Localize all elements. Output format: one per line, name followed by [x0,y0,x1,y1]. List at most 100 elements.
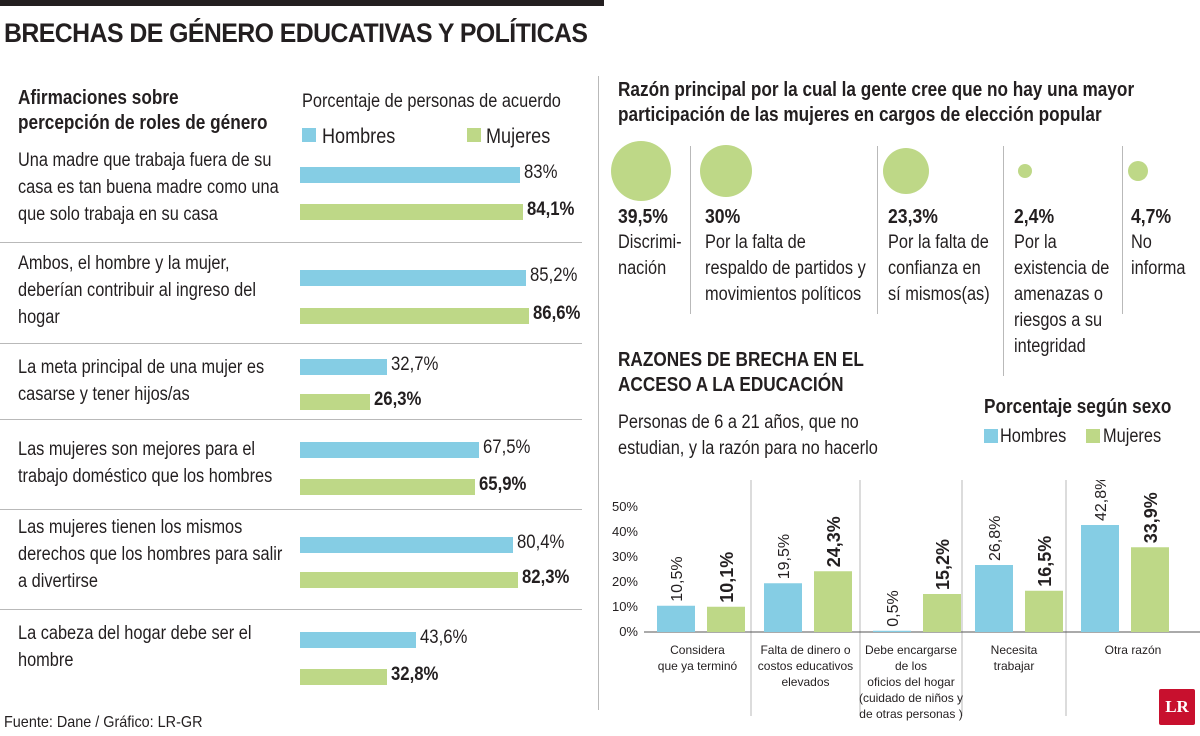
reason-text: Discrimi-nación [618,230,682,282]
edu-heading-line2: ACCESO A LA EDUCACIÓN [618,374,844,396]
y-tick-label: 10% [612,599,638,614]
value-hombres: 10,5% [669,556,686,601]
value-hombres: 0,5% [885,590,902,626]
value-hombres: 32,7% [390,354,439,375]
category-label: oficios del hogar [867,675,954,689]
edu-legend-hombres-swatch [984,429,998,443]
reason-text-line: nación [618,258,667,279]
category-label: Falta de dinero o [760,643,850,657]
legend-hombres-label: Hombres [322,125,396,148]
edu-sub-line1: Personas de 6 a 21 años, que no [618,412,859,433]
value-mujeres: 26,3% [373,389,422,410]
category-label: Necesita [991,643,1038,657]
reason-text-line: amenazas o [1014,284,1104,305]
category-label: Otra razón [1105,643,1162,657]
statement-6: La cabeza del hogar debe ser el hombre [18,620,302,674]
top-rule [0,0,604,6]
value-hombres: 67,5% [482,437,531,458]
category-label: costos educativos [758,659,853,673]
bar-hombres [300,270,526,286]
row-divider [0,242,582,243]
reason-text-line: informa [1131,258,1186,279]
row-divider [0,609,582,610]
statement-line: hombre [18,650,74,671]
y-tick-label: 50% [612,499,638,514]
value-hombres: 19,5% [776,534,793,579]
reason-bubble [1127,160,1149,182]
row-divider [0,509,582,510]
bar-hombres [300,442,479,458]
category-label: de los [895,659,927,673]
y-tick-label: 20% [612,574,638,589]
value-mujeres: 84,1% [526,199,575,220]
page-title: BRECHAS DE GÉNERO EDUCATIVAS Y POLÍTICAS [4,18,588,48]
bar-hombres [657,605,695,632]
legend-mujeres-label: Mujeres [486,125,551,148]
bar-hombres [764,583,802,632]
right-heading-line1: Razón principal por la cual la gente cre… [618,79,1135,101]
legend-mujeres-swatch [467,128,481,142]
row-divider [0,419,582,420]
statement-line: hogar [18,307,60,328]
value-hombres: 83% [523,162,558,183]
y-tick-label: 0% [619,624,638,639]
edu-legend-hombres-label: Hombres [1000,426,1067,447]
y-tick-label: 40% [612,524,638,539]
reason-divider [1003,146,1004,376]
bar-hombres [975,565,1013,632]
category-label: que ya terminó [658,659,738,673]
reason-text-line: Discrimi- [618,232,682,253]
edu-heading-line1: RAZONES DE BRECHA EN EL [618,349,864,371]
value-hombres: 80,4% [517,532,565,553]
reason-divider [1122,146,1123,314]
reason-pct: 30% [705,206,741,228]
left-heading-line1: Afirmaciones sobre [18,87,179,109]
statement-3: La meta principal de una mujer es casarse… [18,354,302,408]
statement-2: Ambos, el hombre y la mujer, deberían con… [18,250,302,331]
reason-pct: 39,5% [618,206,668,228]
reason-text-line: Por la falta de [888,232,989,253]
category-label: trabajar [994,659,1035,673]
value-hombres: 43,6% [419,627,467,648]
bar-hombres [300,632,416,648]
reason-text-line: Por la [1014,232,1057,253]
reason-divider [877,146,878,314]
value-mujeres: 24,3% [824,516,844,567]
statement-line: trabajo doméstico que los hombres [18,466,273,487]
bar-hombres [873,630,911,632]
reason-text-line: respaldo de partidos y [705,258,866,279]
education-bar-chart: 0% 10% 20% 30% 40% 50% 10,5% 10,1% Considera que … [612,480,1200,721]
value-mujeres: 86,6% [533,303,581,324]
statement-line: Las mujeres son mejores para el [18,439,256,460]
value-mujeres: 15,2% [933,539,953,590]
reason-pct: 2,4% [1014,206,1055,228]
reason-text-line: existencia de [1014,258,1110,279]
bar-mujeres [300,572,519,588]
reason-text-line: movimientos políticos [705,284,862,305]
row-divider [0,343,582,344]
category-label: Considera [670,643,725,657]
value-hombres: 42,8% [1093,480,1110,521]
left-heading-line2: percepción de roles de género [18,112,268,134]
reason-pct: 23,3% [888,206,938,228]
reason-text: Por la falta de respaldo de partidos y mov… [705,230,866,308]
bar-mujeres [814,571,852,632]
reason-text-line: Por la falta de [705,232,806,253]
bar-mujeres [923,594,961,632]
statement-line: Una madre que trabaja fuera de su [18,150,272,171]
value-hombres: 85,2% [529,265,578,286]
edu-legend-mujeres-label: Mujeres [1103,426,1162,447]
category-label: de otras personas ) [859,707,962,721]
left-pct-heading: Porcentaje de personas de acuerdo [302,91,561,112]
reason-bubble [699,144,753,198]
statement-line: La meta principal de una mujer es [18,357,265,378]
reason-text-line: integridad [1014,336,1086,357]
statement-line: derechos que los hombres para salir [18,544,283,565]
reason-bubble [1017,163,1033,179]
right-heading-line2: participación de las mujeres en cargos d… [618,104,1102,126]
statement-line: Las mujeres tienen los mismos [18,517,243,538]
lr-logo: LR [1159,689,1195,725]
edu-legend-mujeres-swatch [1086,429,1100,443]
statement-line: que solo trabaja en su casa [18,204,218,225]
reason-text-line: No [1131,232,1152,253]
